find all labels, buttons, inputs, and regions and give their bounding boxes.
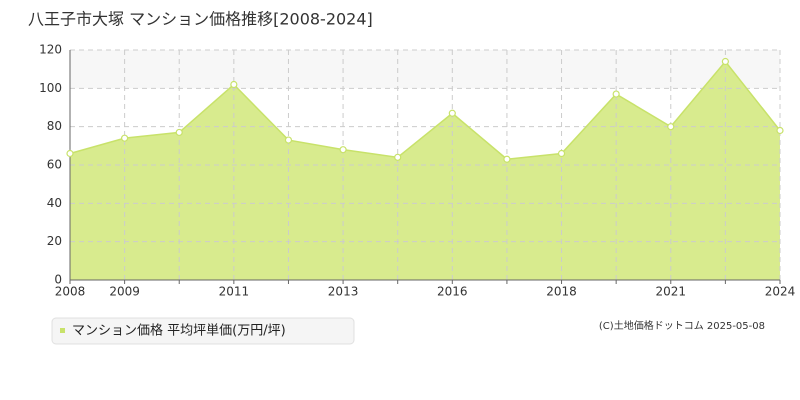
area (70, 61, 780, 280)
legend-box (51, 317, 355, 345)
x-tick-label: 2024 (765, 285, 796, 299)
point (721, 57, 729, 66)
point (394, 153, 402, 161)
x-tick-label: 2013 (328, 285, 359, 299)
point (121, 134, 129, 142)
point (339, 146, 347, 154)
x-tick-label: 2018 (546, 285, 577, 299)
x-tick-label: 2011 (219, 285, 250, 299)
legend-label: マンション価格 平均坪単価(万円/坪) (72, 323, 286, 339)
y-tick-label: 60 (47, 158, 62, 172)
source-note: (C)土地価格ドットコム 2025-05-08 (599, 319, 765, 332)
point (66, 149, 74, 158)
point (612, 90, 620, 98)
y-tick-label: 20 (47, 234, 62, 248)
legend: マンション価格 平均坪単価(万円/坪) (51, 317, 355, 345)
point (503, 155, 511, 163)
chart-title: 八王子市大塚 マンション価格推移[2008-2024] (28, 10, 373, 29)
point (667, 123, 675, 131)
x-tick-label: 2021 (655, 285, 686, 299)
point (557, 149, 566, 158)
point (776, 126, 784, 135)
point (448, 109, 456, 117)
point (230, 80, 238, 89)
point (175, 128, 183, 137)
y-tick-label: 100 (39, 81, 62, 95)
x-tick-label: 2009 (109, 285, 140, 299)
legend-swatch (60, 328, 65, 333)
y-tick-label: 40 (47, 196, 62, 210)
x-tick-label: 2008 (55, 285, 86, 299)
y-tick-label: 0 (54, 273, 62, 287)
point (284, 136, 293, 144)
x-tick-label: 2016 (437, 285, 468, 299)
plot-band (70, 50, 780, 89)
y-tick-label: 120 (39, 43, 62, 57)
y-tick-label: 80 (47, 119, 62, 133)
line (69, 60, 781, 161)
